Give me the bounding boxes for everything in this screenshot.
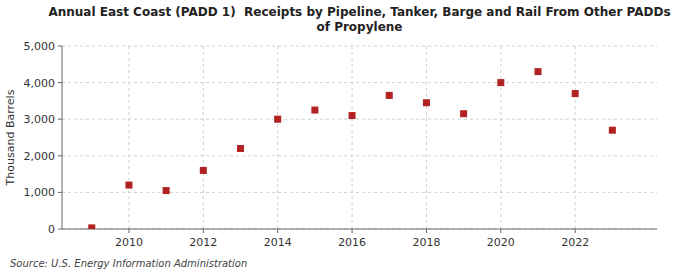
point	[237, 145, 244, 152]
tick-label: 2020	[487, 236, 515, 249]
grid-line	[62, 229, 657, 230]
tick-label: 2018	[412, 236, 440, 249]
tick	[58, 155, 62, 156]
tick-label: 1,000	[24, 186, 56, 199]
tick	[500, 229, 501, 233]
y-axis-line	[62, 46, 63, 229]
tick-label: 2010	[115, 236, 143, 249]
tick	[58, 119, 62, 120]
points	[88, 68, 616, 229]
grid-line	[203, 46, 204, 229]
x-axis-line	[62, 229, 657, 230]
grid-line	[62, 82, 657, 83]
tick-label: 5,000	[24, 40, 56, 53]
grid-line	[352, 46, 353, 229]
tick	[58, 192, 62, 193]
tick	[58, 46, 62, 47]
point	[274, 116, 281, 123]
grid-line	[62, 46, 657, 47]
tick	[352, 229, 353, 233]
point	[572, 90, 579, 97]
tick-label: 2016	[338, 236, 366, 249]
tick	[58, 82, 62, 83]
point	[349, 112, 356, 119]
tick	[575, 229, 576, 233]
grid	[62, 46, 657, 229]
tick-label: 3,000	[24, 113, 56, 126]
chart: 0 1,000 2,000 3,000 4,000 5,000 2010 2012 2014 20…	[0, 0, 675, 275]
tick-label: 2,000	[24, 150, 56, 163]
point	[386, 92, 393, 99]
grid-line	[426, 46, 427, 229]
grid-line	[62, 155, 657, 156]
grid-line	[277, 46, 278, 229]
tick	[128, 229, 129, 233]
tick	[203, 229, 204, 233]
point	[88, 224, 95, 229]
tick-label: 2022	[561, 236, 589, 249]
y-axis-label: Thousand Barrels	[4, 89, 17, 186]
point	[423, 99, 430, 106]
grid-line	[575, 46, 576, 229]
point	[311, 107, 318, 114]
title: Annual East Coast (PADD 1) Receipts by P…	[48, 5, 670, 34]
grid-line	[62, 192, 657, 193]
point	[163, 187, 170, 194]
point	[609, 127, 616, 134]
tick	[58, 229, 62, 230]
tick-label: 2012	[189, 236, 217, 249]
tick	[426, 229, 427, 233]
tick-label: 4,000	[24, 77, 56, 90]
point	[200, 167, 207, 174]
point	[460, 110, 467, 117]
point	[535, 68, 542, 75]
source: Source: U.S. Energy Information Administ…	[10, 258, 247, 269]
point	[497, 79, 504, 86]
tick-label: 0	[48, 223, 55, 236]
grid-line	[128, 46, 129, 229]
axes: 0 1,000 2,000 3,000 4,000 5,000 2010 2012 2014 20…	[24, 40, 658, 249]
tick-label: 2014	[264, 236, 292, 249]
point	[125, 182, 132, 189]
tick	[277, 229, 278, 233]
grid-line	[62, 119, 657, 120]
grid-line	[500, 46, 501, 229]
